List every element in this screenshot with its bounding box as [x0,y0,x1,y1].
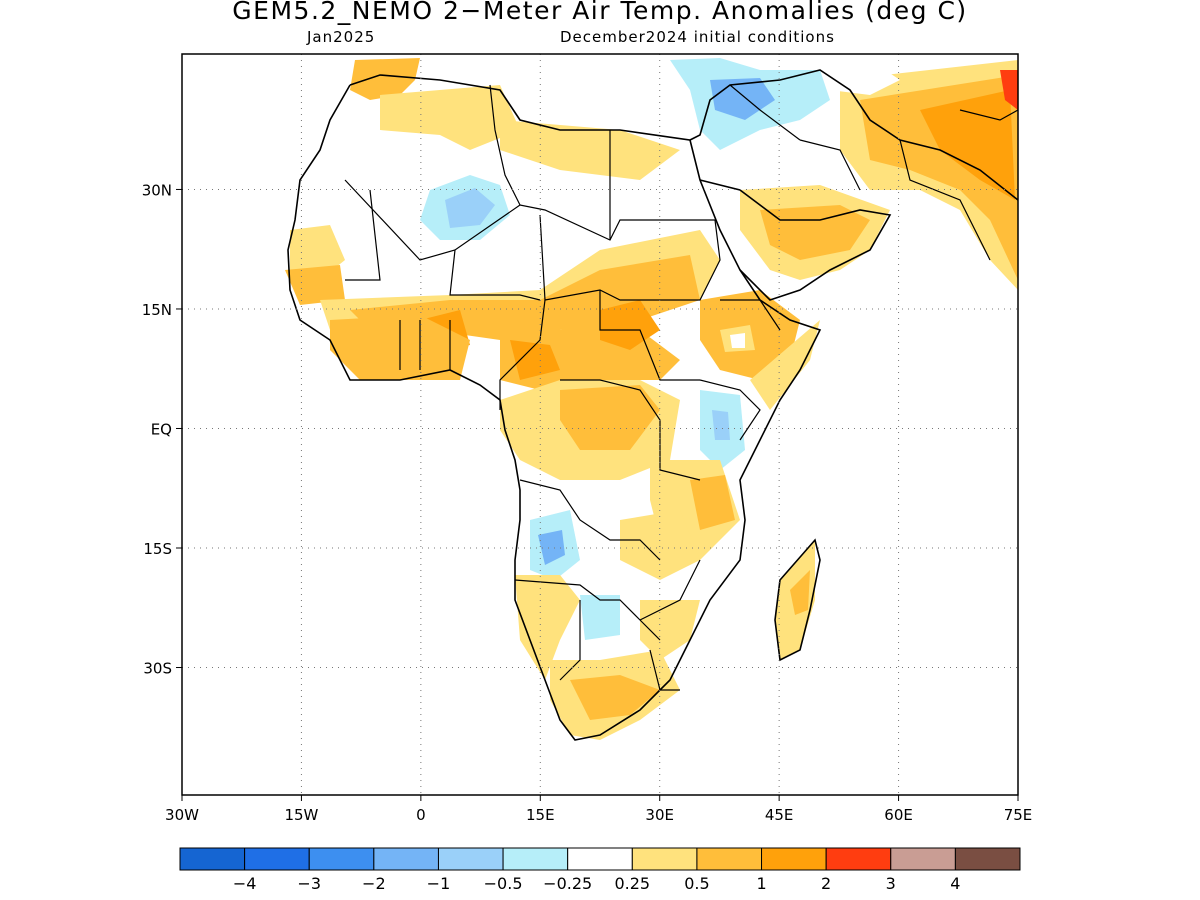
lon-tick-label: 30E [645,806,674,824]
lon-tick-label: 15W [284,806,318,824]
colorbar-label: −4 [233,874,257,893]
colorbar-label: −2 [362,874,386,893]
lon-tick-label: 60E [884,806,913,824]
colorbar-swatch [631,847,698,871]
colorbar-swatch [890,847,956,871]
map-title: GEM5.2_NEMO 2−Meter Air Temp. Anomalies … [232,0,968,25]
lat-tick-label: 15S [143,540,172,558]
map-frame [181,53,1019,796]
anomaly-shading [285,58,1018,740]
colorbar-swatch [179,847,246,871]
colorbar-label: −1 [427,874,451,893]
colorbar-label: 2 [821,874,831,893]
colorbar-swatch [825,847,892,871]
colorbar-label: 3 [886,874,896,893]
colorbar-swatch [244,847,310,871]
colorbar-swatch [373,847,439,871]
lon-tick-label: 15E [526,806,555,824]
colorbar-swatch [761,847,827,871]
colorbar-label: −3 [297,874,321,893]
colorbar-label: −0.5 [484,874,523,893]
lat-tick-label: 30S [143,660,172,678]
colorbar-label: 1 [756,874,766,893]
colorbar-label: 0.5 [684,874,709,893]
coastlines [287,69,1018,741]
lon-tick-label: 75E [1004,806,1033,824]
country-borders [344,84,1018,691]
initial-conditions: December2024 initial conditions [560,28,835,46]
lat-lon-grid [182,54,1018,795]
colorbar-swatch [308,847,375,871]
colorbar-label: 0.25 [614,874,650,893]
colorbar-label: 4 [950,874,960,893]
colorbar-label: −0.25 [543,874,592,893]
lon-tick-label: 30W [165,806,199,824]
colorbar-swatch [437,847,504,871]
lon-tick-label: 0 [416,806,426,824]
lat-tick-label: EQ [151,420,172,438]
colorbar-swatch [567,847,633,871]
forecast-month: Jan2025 [307,28,376,46]
lat-tick-label: 15N [142,301,172,319]
colorbar-swatch [502,847,569,871]
colorbar: −4 −3 −2 −1 −0.5 −0.25 0.25 0.5 1 2 3 4 [179,847,1021,893]
lat-tick-label: 30N [142,181,172,199]
colorbar-swatch [954,847,1021,871]
colorbar-swatch [696,847,763,871]
lon-tick-label: 45E [765,806,794,824]
